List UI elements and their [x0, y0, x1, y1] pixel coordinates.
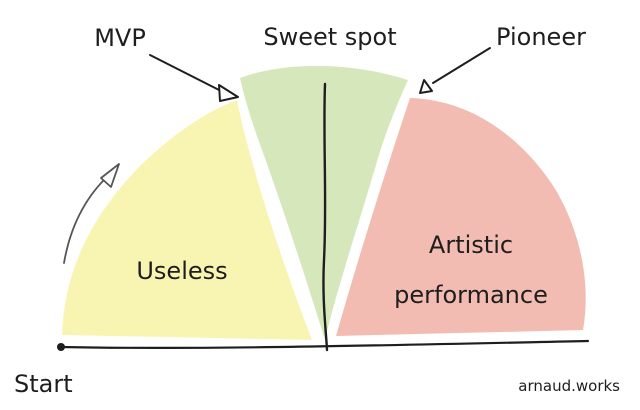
center-line	[322, 82, 329, 352]
label-sweet-spot: Sweet spot	[263, 23, 396, 51]
annotation-mvp: MVP	[94, 24, 146, 52]
segment-useless	[62, 100, 312, 340]
annotation-pioneer: Pioneer	[496, 23, 586, 51]
pioneer-arrow-head	[419, 79, 433, 94]
label-useless: Useless	[136, 257, 227, 285]
segment-artistic-performance	[336, 98, 586, 336]
mvp-arrow-head	[218, 84, 239, 102]
annotation-start: Start	[14, 370, 73, 398]
pioneer-arrow	[432, 47, 491, 84]
credit-text: arnaud.works	[518, 377, 620, 395]
mvp-arrow	[149, 54, 224, 93]
progress-arrow	[63, 173, 111, 264]
label-artistic-performance-line-1: Artistic	[429, 231, 513, 259]
label-artistic-performance-line-2: performance	[394, 281, 548, 309]
baseline	[58, 339, 590, 350]
progress-arrow-head	[100, 163, 120, 188]
start-dot	[57, 343, 65, 351]
